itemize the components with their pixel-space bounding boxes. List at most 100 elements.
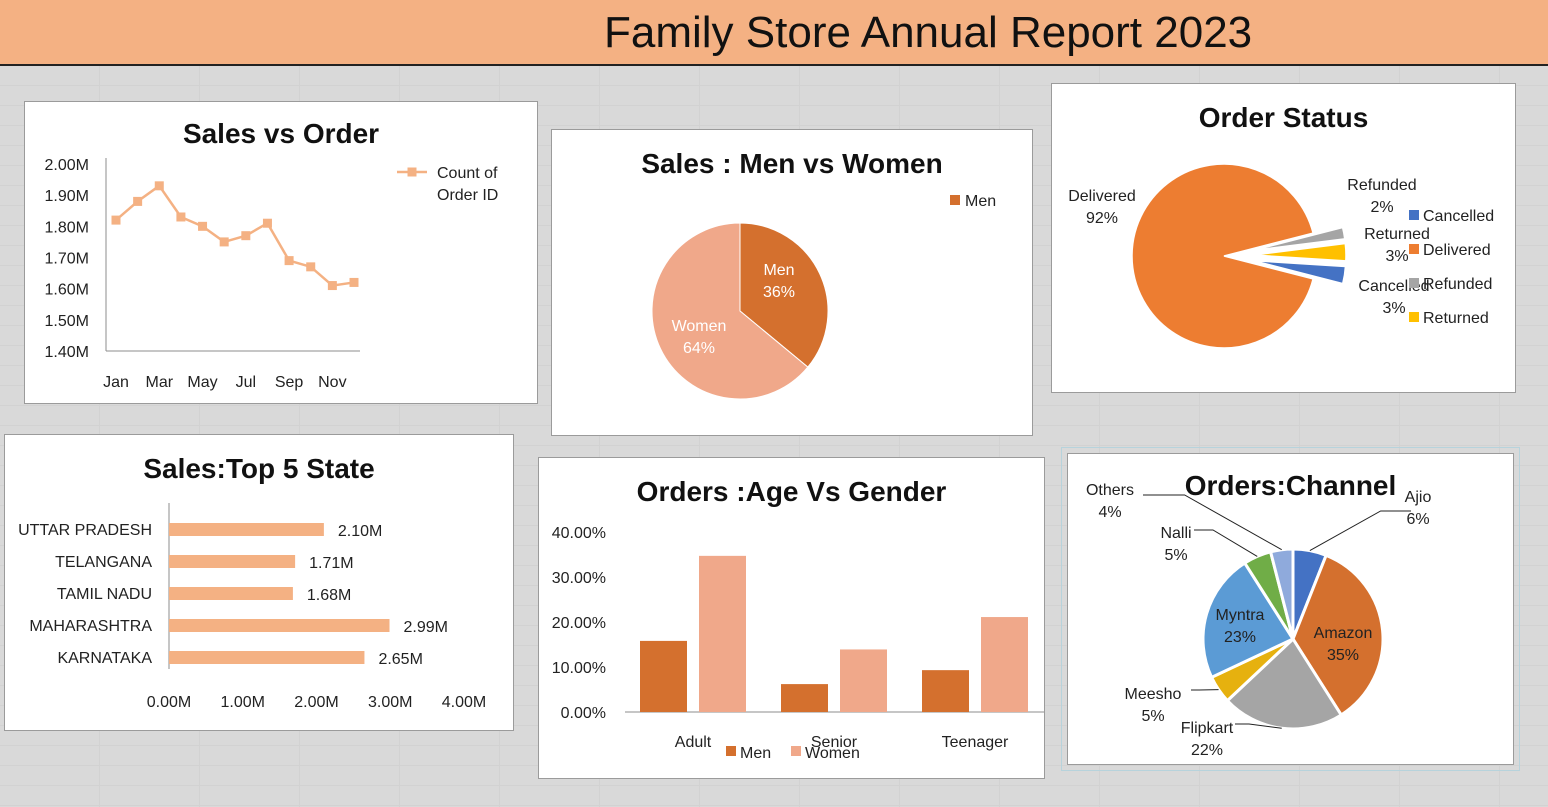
order-status-title: Order Status [1198,102,1369,133]
line-point-jun [219,237,229,247]
sales-vs-order-panel[interactable]: Sales vs Order Count of Order ID 2.00M 1.… [24,101,538,404]
age-bar-adult-men [640,640,687,712]
channel-slice-amazon [1291,553,1385,718]
channel-label-others: Others [1086,482,1134,499]
state-value-label: 1.68M [307,587,351,604]
line-series-count-of-order-id [115,184,355,287]
line-ytick-label: 1.50M [45,313,89,330]
line-xtick-label: Jan [103,374,129,391]
report-header: Family Store Annual Report 2023 [0,0,1548,66]
age-ytick-label: 10.00% [552,660,606,677]
line-ytick-label: 1.70M [45,251,89,268]
age-bar-teenager-women [981,617,1028,712]
status-legend-swatch-refunded [1409,278,1419,288]
line-xtick-label: Nov [318,374,346,391]
status-slice-refunded [1253,226,1346,252]
line-xtick-label: Sep [275,374,304,391]
status-legend-swatch-delivered [1409,244,1419,254]
age-bar-senior-men [781,684,828,712]
gender-legend-swatch [950,195,960,205]
age-vs-gender-panel[interactable]: Orders :Age Vs Gender Men Women 40.00% 30… [538,457,1045,779]
status-legend-swatch-cancelled [1409,210,1419,220]
age-vs-gender-chart: Men Women 40.00% 30.00% 20.00% 10.00% 0.00% A… [552,525,1044,762]
line-ytick-label: 2.00M [45,157,89,174]
age-vs-gender-title: Orders :Age Vs Gender [636,476,947,507]
line-legend-marker [407,167,417,177]
line-point-dec [349,277,359,287]
line-point-may [198,221,208,231]
age-category-label-adult: Adult [675,734,712,751]
status-legend-label-refunded: Refunded [1423,276,1492,293]
channel-value-nalli: 5% [1164,547,1187,564]
state-bar-tamil-nadu [169,587,293,600]
top5-state-chart: UTTAR PRADESH 2.10M TELANGANA 1.71M TAMIL NA… [18,503,486,711]
state-category-label: UTTAR PRADESH [18,522,152,539]
state-xtick-label: 0.00M [147,694,191,711]
state-bar-maharashtra [169,619,390,632]
gender-slice-women [651,222,809,400]
status-label-refunded: Refunded [1347,177,1416,194]
line-point-oct [306,262,316,272]
age-category-label-senior: Senior [811,734,858,751]
state-xtick-label: 1.00M [221,694,265,711]
report-title: Family Store Annual Report 2023 [604,8,1253,57]
men-vs-women-panel[interactable]: Sales : Men vs Women Men Men 36% Women 64% [551,129,1033,436]
state-bar-uttar-pradesh [169,523,324,536]
channel-value-ajio: 6% [1406,511,1429,528]
channel-label-myntra: Myntra [1216,607,1265,624]
state-xtick-label: 4.00M [442,694,486,711]
channel-leader-flipkart [1235,723,1282,729]
line-ytick-label: 1.60M [45,282,89,299]
line-ytick-label: 1.80M [45,219,89,236]
state-value-label: 2.10M [338,523,382,540]
line-xtick-label: Mar [145,374,173,391]
line-xtick-label: May [187,374,217,391]
channel-value-meesho: 5% [1141,708,1164,725]
line-point-sep [284,256,294,266]
state-xtick-label: 3.00M [368,694,412,711]
channel-label-flipkart: Flipkart [1181,720,1234,737]
channel-selection-frame[interactable] [1061,447,1520,771]
state-value-label: 2.99M [404,619,448,636]
gender-legend-label: Men [965,193,996,210]
age-ytick-label: 40.00% [552,525,606,542]
channel-value-myntra: 23% [1224,629,1256,646]
men-vs-women-chart: Men Men 36% Women 64% [651,193,996,400]
line-ytick-label: 1.40M [45,344,89,361]
orders-channel-chart: Ajio 6% Amazon 35% Flipkart 22% Meesho 5% Myntra… [1086,482,1432,759]
top5-state-title: Sales:Top 5 State [143,453,375,484]
state-bar-telangana [169,555,296,568]
orders-channel-title: Orders:Channel [1184,470,1397,501]
status-legend-label-delivered: Delivered [1423,242,1491,259]
age-bar-adult-women [699,555,746,712]
channel-slice-others [1268,547,1295,640]
status-value-cancelled: 3% [1382,300,1405,317]
channel-leader-nalli [1194,529,1258,557]
status-legend-label-cancelled: Cancelled [1423,208,1494,225]
status-slice-returned [1253,242,1347,262]
channel-slice-myntra [1201,560,1296,680]
age-ytick-label: 20.00% [552,615,606,632]
channel-label-amazon: Amazon [1314,625,1373,642]
orders-channel-panel[interactable]: Ajio 6% Amazon 35% Flipkart 22% Meesho 5% Myntra… [1067,453,1514,765]
line-point-jul [241,231,251,241]
channel-leader-ajio [1309,510,1411,552]
state-category-label: KARNATAKA [57,650,152,667]
gender-slice-men [739,222,829,368]
line-legend-line2: Order ID [437,187,498,204]
age-bar-teenager-men [922,670,969,712]
status-value-delivered: 92% [1086,210,1118,227]
state-category-label: MAHARASHTRA [29,618,152,635]
gender-label-women: Women [672,318,727,335]
status-label-returned: Returned [1364,226,1430,243]
sales-vs-order-title: Sales vs Order [182,118,380,149]
line-point-aug [262,218,272,228]
order-status-panel[interactable]: Order Status Delivered 92% Refunded 2% Retur… [1051,83,1516,393]
age-legend-women-label: Women [805,745,860,762]
top5-state-panel[interactable]: Sales:Top 5 State UTTAR PRADESH 2.10M TELA… [4,434,514,731]
line-point-apr [176,212,186,222]
age-ytick-label: 30.00% [552,570,606,587]
age-bar-senior-women [840,649,887,712]
channel-label-ajio: Ajio [1405,489,1432,506]
status-slice-cancelled [1253,259,1347,285]
